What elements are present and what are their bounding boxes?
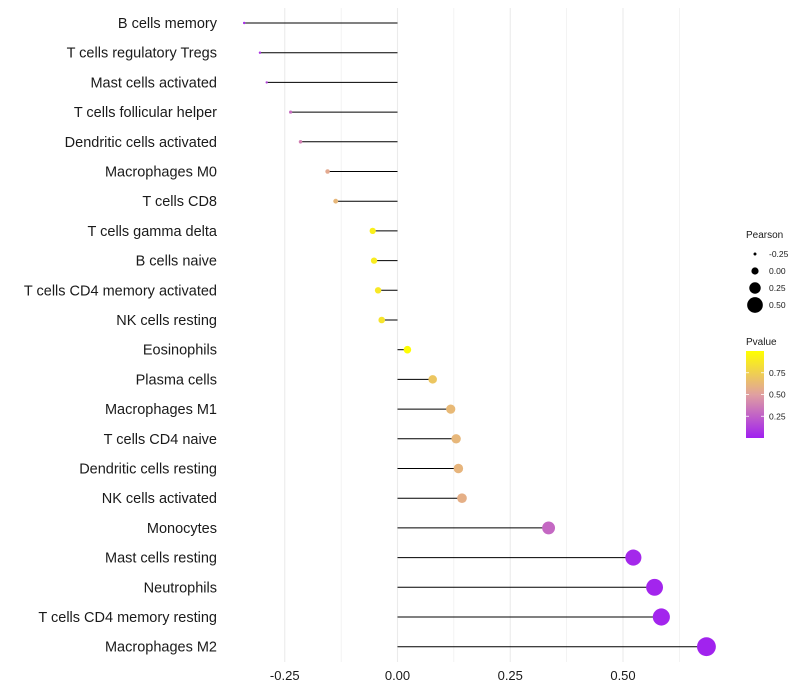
- category-label: Monocytes: [147, 521, 217, 537]
- data-point: [369, 227, 376, 235]
- data-point: [646, 578, 664, 596]
- data-point: [289, 110, 293, 114]
- size-legend-title: Pearson: [746, 230, 783, 241]
- color-legend-label: 0.75: [769, 368, 786, 378]
- size-legend-label: 0.50: [769, 300, 786, 310]
- category-label: Macrophages M0: [105, 165, 217, 181]
- category-label: Mast cells resting: [105, 551, 217, 567]
- lollipop-dots: [242, 21, 716, 657]
- data-point: [378, 316, 386, 324]
- size-legend-dot: [753, 252, 757, 256]
- color-legend-label: 0.25: [769, 411, 786, 421]
- data-point: [370, 257, 378, 264]
- x-axis-ticks: -0.25 0.00 0.25 0.50: [270, 668, 636, 683]
- data-point: [374, 287, 382, 294]
- category-label: Dendritic cells activated: [65, 135, 217, 151]
- category-label: T cells CD4 naive: [104, 432, 217, 448]
- data-point: [333, 198, 339, 204]
- category-label: Eosinophils: [143, 343, 217, 359]
- pvalue-colorbar: [746, 351, 764, 438]
- data-point: [298, 140, 303, 144]
- category-label: NK cells activated: [102, 491, 217, 507]
- data-point: [446, 404, 456, 414]
- x-tick-label: 0.50: [610, 668, 635, 683]
- category-label: NK cells resting: [116, 313, 217, 329]
- data-point: [542, 521, 556, 535]
- data-point: [453, 463, 464, 474]
- y-axis-labels: B cells memory T cells regulatory Tregs Ma…: [24, 16, 218, 656]
- size-legend-label: 0.25: [769, 283, 786, 293]
- data-point: [403, 345, 412, 354]
- x-tick-label: 0.00: [385, 668, 410, 683]
- category-label: B cells memory: [118, 16, 218, 32]
- data-point: [258, 51, 262, 54]
- category-label: Macrophages M1: [105, 402, 217, 418]
- category-label: T cells gamma delta: [88, 224, 218, 240]
- legend: Pearson -0.25 0.00 0.25 0.50 Pvalue 0.75 0.5…: [746, 230, 789, 438]
- grid-lines: [284, 8, 680, 662]
- data-point: [625, 549, 642, 566]
- size-legend-items: -0.25 0.00 0.25 0.50: [747, 249, 789, 313]
- data-point: [697, 637, 716, 657]
- size-legend-dot: [747, 297, 763, 313]
- lollipop-stems: [244, 22, 707, 648]
- category-label: Macrophages M2: [105, 640, 217, 656]
- category-label: Mast cells activated: [90, 75, 217, 91]
- data-point: [325, 169, 330, 174]
- data-point: [428, 375, 437, 384]
- category-label: T cells CD8: [142, 194, 217, 210]
- category-label: T cells CD4 memory activated: [24, 283, 217, 299]
- data-point: [652, 608, 670, 626]
- category-label: Plasma cells: [136, 372, 217, 388]
- color-legend-label: 0.50: [769, 390, 786, 400]
- category-label: T cells regulatory Tregs: [67, 46, 217, 62]
- size-legend-label: 0.00: [769, 266, 786, 276]
- category-label: Neutrophils: [144, 580, 217, 596]
- category-label: B cells naive: [136, 254, 217, 270]
- color-legend-items: 0.75 0.50 0.25: [746, 368, 786, 421]
- data-point: [451, 434, 461, 444]
- color-legend-title: Pvalue: [746, 337, 777, 348]
- category-label: T cells follicular helper: [74, 105, 217, 121]
- data-point: [265, 81, 268, 84]
- size-legend-label: -0.25: [769, 249, 789, 259]
- data-point: [457, 493, 467, 504]
- x-tick-label: 0.25: [498, 668, 523, 683]
- data-point: [242, 21, 246, 25]
- size-legend-dot: [749, 282, 761, 294]
- category-label: T cells CD4 memory resting: [38, 610, 217, 626]
- category-label: Dendritic cells resting: [79, 462, 217, 478]
- x-tick-label: -0.25: [270, 668, 300, 683]
- size-legend-dot: [751, 267, 759, 275]
